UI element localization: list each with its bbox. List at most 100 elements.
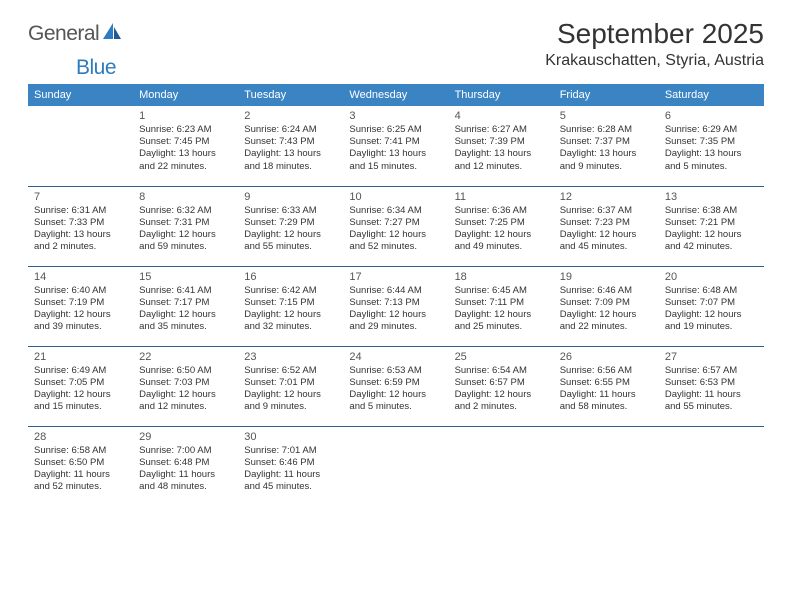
daylight-text: Daylight: 11 hours and 45 minutes.	[244, 469, 337, 493]
calendar-table: Sunday Monday Tuesday Wednesday Thursday…	[28, 84, 764, 508]
calendar-day: 3Sunrise: 6:25 AMSunset: 7:41 PMDaylight…	[343, 106, 448, 186]
sunrise-text: Sunrise: 7:01 AM	[244, 445, 337, 457]
calendar-week: 28Sunrise: 6:58 AMSunset: 6:50 PMDayligh…	[28, 426, 764, 508]
calendar-week: 14Sunrise: 6:40 AMSunset: 7:19 PMDayligh…	[28, 266, 764, 346]
calendar-day-blank	[28, 106, 133, 186]
calendar-day: 16Sunrise: 6:42 AMSunset: 7:15 PMDayligh…	[238, 266, 343, 346]
calendar-week: 7Sunrise: 6:31 AMSunset: 7:33 PMDaylight…	[28, 186, 764, 266]
sunset-text: Sunset: 7:37 PM	[560, 136, 653, 148]
calendar-day: 18Sunrise: 6:45 AMSunset: 7:11 PMDayligh…	[449, 266, 554, 346]
daylight-text: Daylight: 12 hours and 29 minutes.	[349, 309, 442, 333]
day-number: 27	[665, 350, 758, 364]
calendar-day: 17Sunrise: 6:44 AMSunset: 7:13 PMDayligh…	[343, 266, 448, 346]
calendar-day: 22Sunrise: 6:50 AMSunset: 7:03 PMDayligh…	[133, 346, 238, 426]
day-number: 30	[244, 430, 337, 444]
sunset-text: Sunset: 7:33 PM	[34, 217, 127, 229]
daylight-text: Daylight: 12 hours and 9 minutes.	[244, 389, 337, 413]
calendar-day: 20Sunrise: 6:48 AMSunset: 7:07 PMDayligh…	[659, 266, 764, 346]
calendar-day: 13Sunrise: 6:38 AMSunset: 7:21 PMDayligh…	[659, 186, 764, 266]
sunset-text: Sunset: 7:07 PM	[665, 297, 758, 309]
day-header-sat: Saturday	[659, 84, 764, 106]
sunrise-text: Sunrise: 6:40 AM	[34, 285, 127, 297]
day-number: 25	[455, 350, 548, 364]
daylight-text: Daylight: 12 hours and 32 minutes.	[244, 309, 337, 333]
daylight-text: Daylight: 11 hours and 52 minutes.	[34, 469, 127, 493]
day-header-row: Sunday Monday Tuesday Wednesday Thursday…	[28, 84, 764, 106]
sunset-text: Sunset: 7:21 PM	[665, 217, 758, 229]
sunset-text: Sunset: 7:01 PM	[244, 377, 337, 389]
sunset-text: Sunset: 7:41 PM	[349, 136, 442, 148]
sunrise-text: Sunrise: 6:52 AM	[244, 365, 337, 377]
daylight-text: Daylight: 12 hours and 2 minutes.	[455, 389, 548, 413]
sunrise-text: Sunrise: 6:34 AM	[349, 205, 442, 217]
daylight-text: Daylight: 13 hours and 22 minutes.	[139, 148, 232, 172]
sunset-text: Sunset: 7:45 PM	[139, 136, 232, 148]
calendar-day: 30Sunrise: 7:01 AMSunset: 6:46 PMDayligh…	[238, 426, 343, 508]
daylight-text: Daylight: 11 hours and 48 minutes.	[139, 469, 232, 493]
day-header-tue: Tuesday	[238, 84, 343, 106]
calendar-day: 7Sunrise: 6:31 AMSunset: 7:33 PMDaylight…	[28, 186, 133, 266]
calendar-day: 8Sunrise: 6:32 AMSunset: 7:31 PMDaylight…	[133, 186, 238, 266]
day-number: 1	[139, 109, 232, 123]
day-number: 20	[665, 270, 758, 284]
sunrise-text: Sunrise: 7:00 AM	[139, 445, 232, 457]
daylight-text: Daylight: 12 hours and 35 minutes.	[139, 309, 232, 333]
day-number: 14	[34, 270, 127, 284]
day-number: 12	[560, 190, 653, 204]
calendar-day: 11Sunrise: 6:36 AMSunset: 7:25 PMDayligh…	[449, 186, 554, 266]
daylight-text: Daylight: 12 hours and 25 minutes.	[455, 309, 548, 333]
sunrise-text: Sunrise: 6:44 AM	[349, 285, 442, 297]
sunrise-text: Sunrise: 6:25 AM	[349, 124, 442, 136]
daylight-text: Daylight: 12 hours and 42 minutes.	[665, 229, 758, 253]
day-header-wed: Wednesday	[343, 84, 448, 106]
sunset-text: Sunset: 6:55 PM	[560, 377, 653, 389]
sunset-text: Sunset: 7:43 PM	[244, 136, 337, 148]
sunset-text: Sunset: 7:05 PM	[34, 377, 127, 389]
daylight-text: Daylight: 13 hours and 5 minutes.	[665, 148, 758, 172]
sunrise-text: Sunrise: 6:28 AM	[560, 124, 653, 136]
sunrise-text: Sunrise: 6:45 AM	[455, 285, 548, 297]
day-number: 24	[349, 350, 442, 364]
sunset-text: Sunset: 6:48 PM	[139, 457, 232, 469]
calendar-day: 25Sunrise: 6:54 AMSunset: 6:57 PMDayligh…	[449, 346, 554, 426]
day-number: 19	[560, 270, 653, 284]
daylight-text: Daylight: 12 hours and 55 minutes.	[244, 229, 337, 253]
calendar-day: 12Sunrise: 6:37 AMSunset: 7:23 PMDayligh…	[554, 186, 659, 266]
sunrise-text: Sunrise: 6:24 AM	[244, 124, 337, 136]
day-number: 5	[560, 109, 653, 123]
day-number: 23	[244, 350, 337, 364]
calendar-body: 1Sunrise: 6:23 AMSunset: 7:45 PMDaylight…	[28, 106, 764, 508]
sunset-text: Sunset: 7:39 PM	[455, 136, 548, 148]
daylight-text: Daylight: 12 hours and 12 minutes.	[139, 389, 232, 413]
day-header-mon: Monday	[133, 84, 238, 106]
location-text: Krakauschatten, Styria, Austria	[545, 52, 764, 70]
calendar-day: 9Sunrise: 6:33 AMSunset: 7:29 PMDaylight…	[238, 186, 343, 266]
calendar-day: 5Sunrise: 6:28 AMSunset: 7:37 PMDaylight…	[554, 106, 659, 186]
calendar-day: 23Sunrise: 6:52 AMSunset: 7:01 PMDayligh…	[238, 346, 343, 426]
calendar-day-blank	[449, 426, 554, 508]
day-number: 26	[560, 350, 653, 364]
sunrise-text: Sunrise: 6:37 AM	[560, 205, 653, 217]
calendar-day: 1Sunrise: 6:23 AMSunset: 7:45 PMDaylight…	[133, 106, 238, 186]
sunset-text: Sunset: 7:29 PM	[244, 217, 337, 229]
sunrise-text: Sunrise: 6:56 AM	[560, 365, 653, 377]
sunrise-text: Sunrise: 6:29 AM	[665, 124, 758, 136]
sunrise-text: Sunrise: 6:38 AM	[665, 205, 758, 217]
sunset-text: Sunset: 7:13 PM	[349, 297, 442, 309]
day-number: 22	[139, 350, 232, 364]
sunset-text: Sunset: 7:11 PM	[455, 297, 548, 309]
brand-logo: General	[28, 18, 123, 46]
day-number: 15	[139, 270, 232, 284]
sunrise-text: Sunrise: 6:46 AM	[560, 285, 653, 297]
sunset-text: Sunset: 6:53 PM	[665, 377, 758, 389]
daylight-text: Daylight: 12 hours and 52 minutes.	[349, 229, 442, 253]
sunset-text: Sunset: 7:09 PM	[560, 297, 653, 309]
sunset-text: Sunset: 6:50 PM	[34, 457, 127, 469]
day-number: 2	[244, 109, 337, 123]
sunset-text: Sunset: 7:17 PM	[139, 297, 232, 309]
sunrise-text: Sunrise: 6:23 AM	[139, 124, 232, 136]
sunrise-text: Sunrise: 6:57 AM	[665, 365, 758, 377]
day-number: 9	[244, 190, 337, 204]
daylight-text: Daylight: 12 hours and 59 minutes.	[139, 229, 232, 253]
calendar-day: 10Sunrise: 6:34 AMSunset: 7:27 PMDayligh…	[343, 186, 448, 266]
